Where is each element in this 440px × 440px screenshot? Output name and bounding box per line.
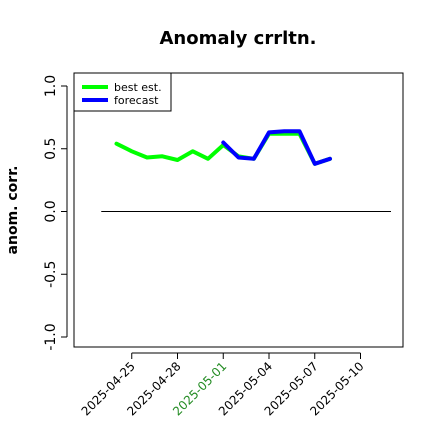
y-tick-label: -0.5 (43, 261, 59, 288)
series-line-1 (221, 129, 332, 166)
chart-title: Anomaly crrltn. (159, 28, 316, 49)
x-axis: 2025-04-252025-04-282025-05-012025-05-04… (79, 352, 367, 418)
y-tick-label: -1.0 (43, 323, 59, 350)
series-line-0 (114, 131, 332, 166)
y-tick-label: 1.0 (43, 75, 59, 97)
legend-label: forecast (114, 94, 159, 107)
legend-box (73, 72, 172, 112)
y-axis: -1.0 -0.5 0.0 0.5 1.0 (43, 75, 68, 351)
plot-frame (73, 72, 404, 348)
series-layer (114, 129, 332, 166)
y-tick-label: 0.0 (43, 200, 59, 222)
y-axis-label: anom. corr. (5, 166, 21, 255)
legend-label: best est. (114, 81, 162, 94)
y-tick-label: 0.5 (43, 138, 59, 160)
legend: best est.forecast (73, 72, 172, 112)
